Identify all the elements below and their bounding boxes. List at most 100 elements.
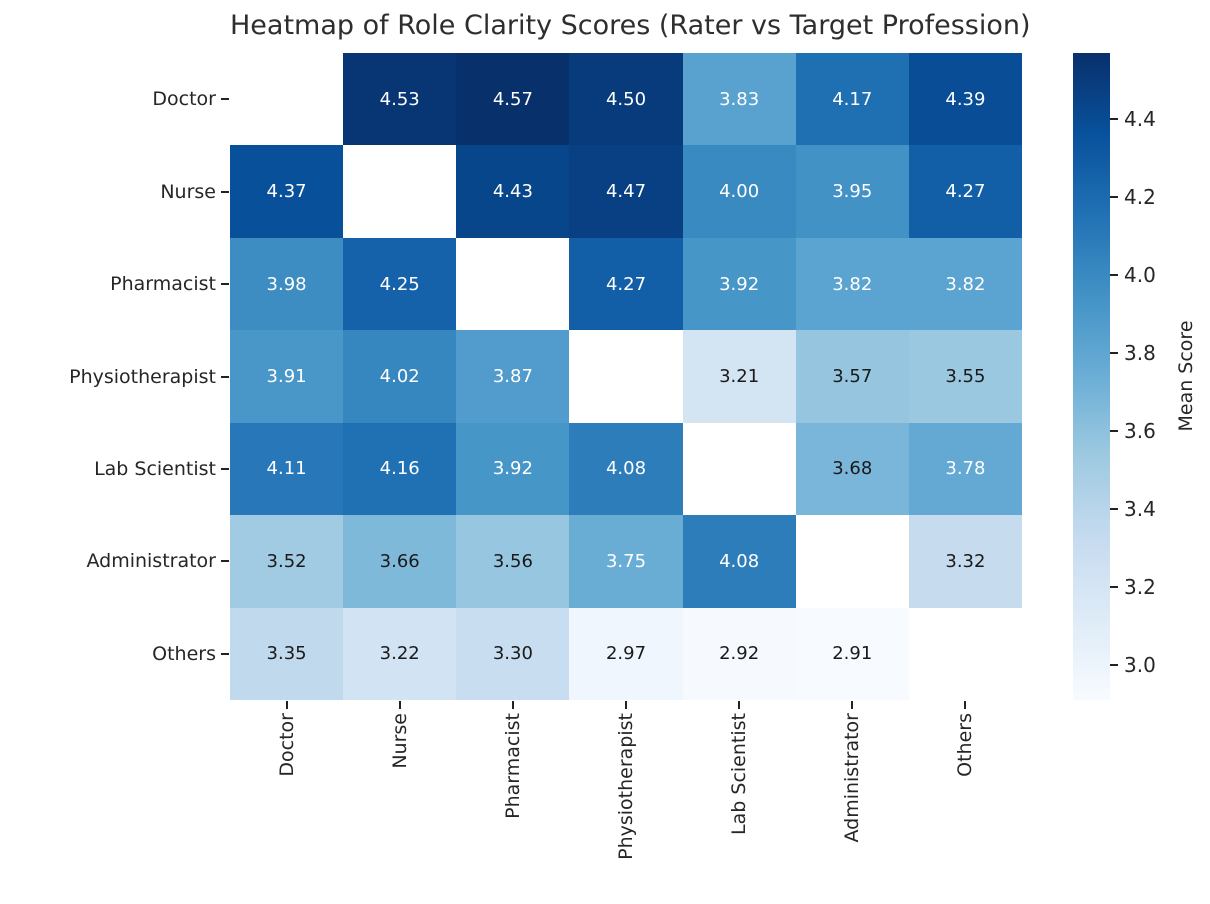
y-tick-mark xyxy=(221,98,229,101)
cell-value: 3.83 xyxy=(719,88,760,110)
y-tick-label: Lab Scientist xyxy=(94,457,216,480)
cell-value: 3.91 xyxy=(266,365,307,387)
x-tick-mark xyxy=(738,701,741,709)
cell-value: 4.11 xyxy=(266,458,307,480)
heatmap-cell xyxy=(795,515,909,608)
cell-value: 4.43 xyxy=(492,181,533,203)
x-tick-mark xyxy=(511,701,514,709)
cell-value: 3.57 xyxy=(832,365,873,387)
heatmap-cell xyxy=(456,237,570,331)
heatmap-cell: 4.08 xyxy=(569,422,683,516)
colorbar-tick-label: 4.4 xyxy=(1124,107,1156,132)
cell-value: 4.37 xyxy=(266,181,307,203)
cell-value: 2.97 xyxy=(605,643,647,665)
x-tick-mark xyxy=(398,701,401,709)
x-tick-label: Doctor xyxy=(275,713,298,777)
cell-value: 3.32 xyxy=(945,550,986,572)
x-tick-label: Pharmacist xyxy=(501,713,524,819)
colorbar-tick-label: 3.0 xyxy=(1124,652,1156,677)
colorbar-tick-mark xyxy=(1110,508,1118,511)
heatmap-cell: 4.08 xyxy=(682,515,796,608)
heatmap-cell: 3.91 xyxy=(230,330,344,423)
heatmap-cell xyxy=(343,145,457,238)
colorbar-tick-label: 4.0 xyxy=(1124,263,1156,288)
heatmap-cell: 3.66 xyxy=(343,515,457,608)
cell-value: 3.68 xyxy=(832,458,873,480)
colorbar-tick-mark xyxy=(1110,585,1118,588)
x-tick-mark xyxy=(964,701,967,709)
heatmap-cell: 3.78 xyxy=(908,422,1022,516)
colorbar-tick-label: 3.4 xyxy=(1124,497,1156,522)
heatmap-cell: 3.32 xyxy=(908,515,1022,608)
heatmap-cell: 3.95 xyxy=(795,145,909,238)
heatmap-cell: 3.82 xyxy=(908,237,1022,331)
heatmap-cell: 3.87 xyxy=(456,330,570,423)
cell-value: 3.30 xyxy=(492,643,533,665)
x-tick-label: Nurse xyxy=(388,713,411,769)
cell-value: 4.08 xyxy=(719,550,760,572)
cell-value: 3.78 xyxy=(945,458,986,480)
heatmap-cell: 3.56 xyxy=(456,515,570,608)
heatmap-cell xyxy=(569,330,683,423)
heatmap-cell: 4.16 xyxy=(343,422,457,516)
heatmap-cell: 4.53 xyxy=(343,53,457,146)
heatmap-cell: 4.02 xyxy=(343,330,457,423)
cell-value: 4.00 xyxy=(719,181,760,203)
heatmap-cell xyxy=(682,422,796,516)
heatmap-cell: 2.97 xyxy=(569,607,683,700)
cell-value: 4.57 xyxy=(492,88,533,110)
y-tick-mark xyxy=(221,283,229,286)
colorbar-tick-mark xyxy=(1110,118,1118,121)
cell-value: 4.17 xyxy=(832,88,873,110)
y-tick-mark xyxy=(221,375,229,378)
colorbar-tick-mark xyxy=(1110,352,1118,355)
colorbar-tick-label: 3.6 xyxy=(1124,419,1156,444)
colorbar-tick-mark xyxy=(1110,430,1118,433)
cell-value: 3.66 xyxy=(379,550,420,572)
heatmap-cell: 4.11 xyxy=(230,422,344,516)
cell-value: 4.50 xyxy=(605,88,647,110)
heatmap-cell: 4.37 xyxy=(230,145,344,238)
x-tick-label: Others xyxy=(954,713,977,777)
heatmap-cell: 3.55 xyxy=(908,330,1022,423)
heatmap-cell: 4.57 xyxy=(456,53,570,146)
heatmap-cell: 3.30 xyxy=(456,607,570,700)
cell-value: 3.98 xyxy=(266,273,307,295)
cell-value: 4.25 xyxy=(379,273,420,295)
heatmap-cell: 4.43 xyxy=(456,145,570,238)
colorbar xyxy=(1073,53,1110,700)
cell-value: 4.39 xyxy=(945,88,986,110)
heatmap-cell: 3.98 xyxy=(230,237,344,331)
heatmap-cell: 4.25 xyxy=(343,237,457,331)
heatmap-cell: 3.75 xyxy=(569,515,683,608)
cell-value: 4.08 xyxy=(605,458,647,480)
y-tick-label: Administrator xyxy=(86,550,216,573)
y-tick-label: Nurse xyxy=(160,180,216,203)
heatmap-cell: 3.92 xyxy=(456,422,570,516)
cell-value: 3.92 xyxy=(492,458,533,480)
colorbar-tick-label: 4.2 xyxy=(1124,185,1156,210)
cell-value: 3.35 xyxy=(266,643,307,665)
cell-value: 3.82 xyxy=(945,273,986,295)
cell-value: 3.87 xyxy=(492,365,533,387)
cell-value: 4.27 xyxy=(605,273,647,295)
cell-value: 3.55 xyxy=(945,365,986,387)
cell-value: 4.53 xyxy=(379,88,420,110)
cell-value: 4.27 xyxy=(945,181,986,203)
heatmap-cell xyxy=(908,607,1022,700)
x-tick-mark xyxy=(285,701,288,709)
x-tick-label: Administrator xyxy=(841,713,864,843)
heatmap-cell: 3.57 xyxy=(795,330,909,423)
cell-value: 4.02 xyxy=(379,365,420,387)
heatmap-cell xyxy=(230,53,344,146)
x-tick-mark xyxy=(851,701,854,709)
heatmap-cell: 4.27 xyxy=(908,145,1022,238)
heatmap-cell: 3.21 xyxy=(682,330,796,423)
cell-value: 3.95 xyxy=(832,181,873,203)
cell-value: 3.75 xyxy=(605,550,647,572)
heatmap-cell: 3.68 xyxy=(795,422,909,516)
colorbar-tick-mark xyxy=(1110,274,1118,277)
x-tick-label: Physiotherapist xyxy=(615,713,637,860)
heatmap-cell: 2.91 xyxy=(795,607,909,700)
